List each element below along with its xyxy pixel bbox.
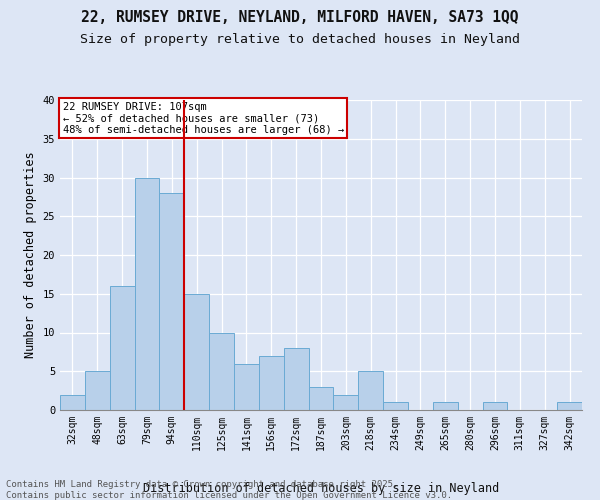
Bar [160, 193, 184, 410]
Bar [209, 332, 234, 410]
Bar [60, 394, 85, 410]
Bar [358, 371, 383, 410]
Text: Distribution of detached houses by size in Neyland: Distribution of detached houses by size … [143, 482, 499, 495]
Bar [234, 364, 259, 410]
Y-axis label: Number of detached properties: Number of detached properties [24, 152, 37, 358]
Bar [557, 402, 582, 410]
Bar [433, 402, 458, 410]
Bar [134, 178, 160, 410]
Bar [334, 394, 358, 410]
Bar [85, 371, 110, 410]
Bar [482, 402, 508, 410]
Bar [259, 356, 284, 410]
Bar [383, 402, 408, 410]
Bar [308, 387, 334, 410]
Text: 22, RUMSEY DRIVE, NEYLAND, MILFORD HAVEN, SA73 1QQ: 22, RUMSEY DRIVE, NEYLAND, MILFORD HAVEN… [81, 10, 519, 25]
Text: Contains HM Land Registry data © Crown copyright and database right 2025.
Contai: Contains HM Land Registry data © Crown c… [6, 480, 452, 500]
Bar [284, 348, 308, 410]
Bar [110, 286, 134, 410]
Bar [184, 294, 209, 410]
Text: Size of property relative to detached houses in Neyland: Size of property relative to detached ho… [80, 32, 520, 46]
Text: 22 RUMSEY DRIVE: 107sqm
← 52% of detached houses are smaller (73)
48% of semi-de: 22 RUMSEY DRIVE: 107sqm ← 52% of detache… [62, 102, 344, 134]
